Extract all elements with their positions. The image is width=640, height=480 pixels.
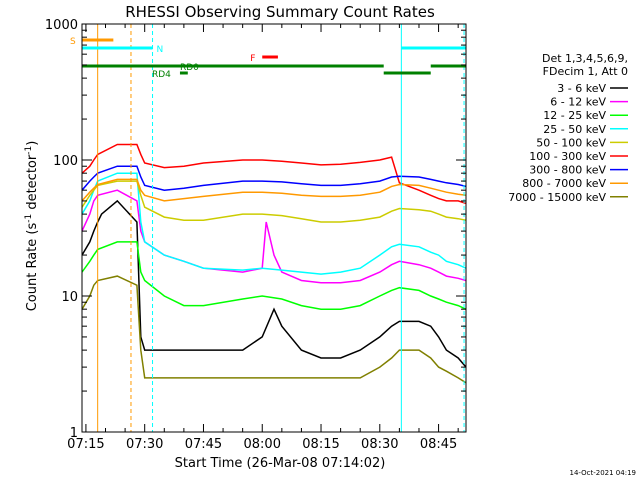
flag-label-4: F bbox=[250, 54, 255, 64]
y-tick-label-4: 1000 bbox=[45, 18, 78, 33]
legend-label-3: 12 - 25 keV bbox=[543, 109, 606, 122]
x-tick-label-5: 08:15 bbox=[302, 437, 339, 452]
flag-layer: S N F RD0 RD4 bbox=[70, 37, 466, 80]
y-tick-label-2: 10 bbox=[61, 290, 78, 305]
flag-label-2: N bbox=[157, 45, 164, 55]
series-line-8 bbox=[82, 178, 466, 202]
series-line-1 bbox=[82, 199, 466, 368]
timestamp-footer: 14-Oct-2021 04:19 bbox=[570, 469, 636, 477]
legend-header-2: FDecim 1, Att 0 bbox=[543, 65, 628, 78]
y-tick-label-1: 1 bbox=[70, 426, 78, 441]
series-line-3 bbox=[82, 241, 466, 310]
flag-label-5: RD0 bbox=[180, 63, 199, 73]
y-axis-label-main: Count Rate (s bbox=[25, 223, 40, 312]
legend: Det 1,3,4,5,6,9,FDecim 1, Att 0 3 - 6 keV… bbox=[508, 52, 628, 204]
legend-label-1: 3 - 6 keV bbox=[557, 82, 606, 95]
legend-header-1: Det 1,3,4,5,6,9, bbox=[542, 52, 628, 65]
legend-label-4: 25 - 50 keV bbox=[543, 123, 606, 136]
legend-label-9: 7000 - 15000 keV bbox=[508, 191, 606, 204]
chart-title: RHESSI Observing Summary Count Rates bbox=[125, 3, 435, 21]
y-axis-label: Count Rate (s-1 detector-1) bbox=[24, 141, 40, 312]
x-tick-label-6: 08:30 bbox=[361, 437, 398, 452]
axis-layer: 07:15 07:30 07:45 08:00 08:15 08:30 08:45 1 10 10… bbox=[45, 18, 467, 452]
legend-label-5: 50 - 100 keV bbox=[536, 136, 606, 149]
flag-label-1: S bbox=[70, 37, 76, 47]
flag-label-7: RD4 bbox=[152, 70, 171, 80]
series-line-4 bbox=[82, 172, 466, 275]
y-axis-label-end: ) bbox=[25, 141, 40, 146]
legend-label-2: 6 - 12 keV bbox=[550, 96, 606, 109]
series-line-2 bbox=[82, 189, 466, 284]
legend-label-6: 100 - 300 keV bbox=[529, 150, 606, 163]
x-tick-label-3: 07:45 bbox=[185, 437, 222, 452]
legend-label-7: 300 - 800 keV bbox=[529, 164, 606, 177]
plot-frame bbox=[81, 23, 467, 433]
x-tick-label-2: 07:30 bbox=[126, 437, 163, 452]
y-axis-label-sup1: -1 bbox=[24, 214, 34, 223]
series-line-9 bbox=[82, 275, 466, 384]
series-line-6 bbox=[82, 143, 466, 205]
x-tick-label-1: 07:15 bbox=[67, 437, 104, 452]
y-axis-label-sup2: -1 bbox=[24, 146, 34, 155]
series-line-5 bbox=[82, 180, 466, 223]
series-layer bbox=[82, 143, 466, 384]
series-line-7 bbox=[82, 165, 466, 191]
x-tick-label-4: 08:00 bbox=[244, 437, 281, 452]
y-tick-label-3: 100 bbox=[53, 154, 78, 169]
x-axis-label: Start Time (26-Mar-08 07:14:02) bbox=[175, 456, 386, 471]
y-axis-label-mid: detector bbox=[25, 154, 40, 214]
x-tick-label-7: 08:45 bbox=[420, 437, 457, 452]
legend-label-8: 800 - 7000 keV bbox=[522, 177, 606, 190]
